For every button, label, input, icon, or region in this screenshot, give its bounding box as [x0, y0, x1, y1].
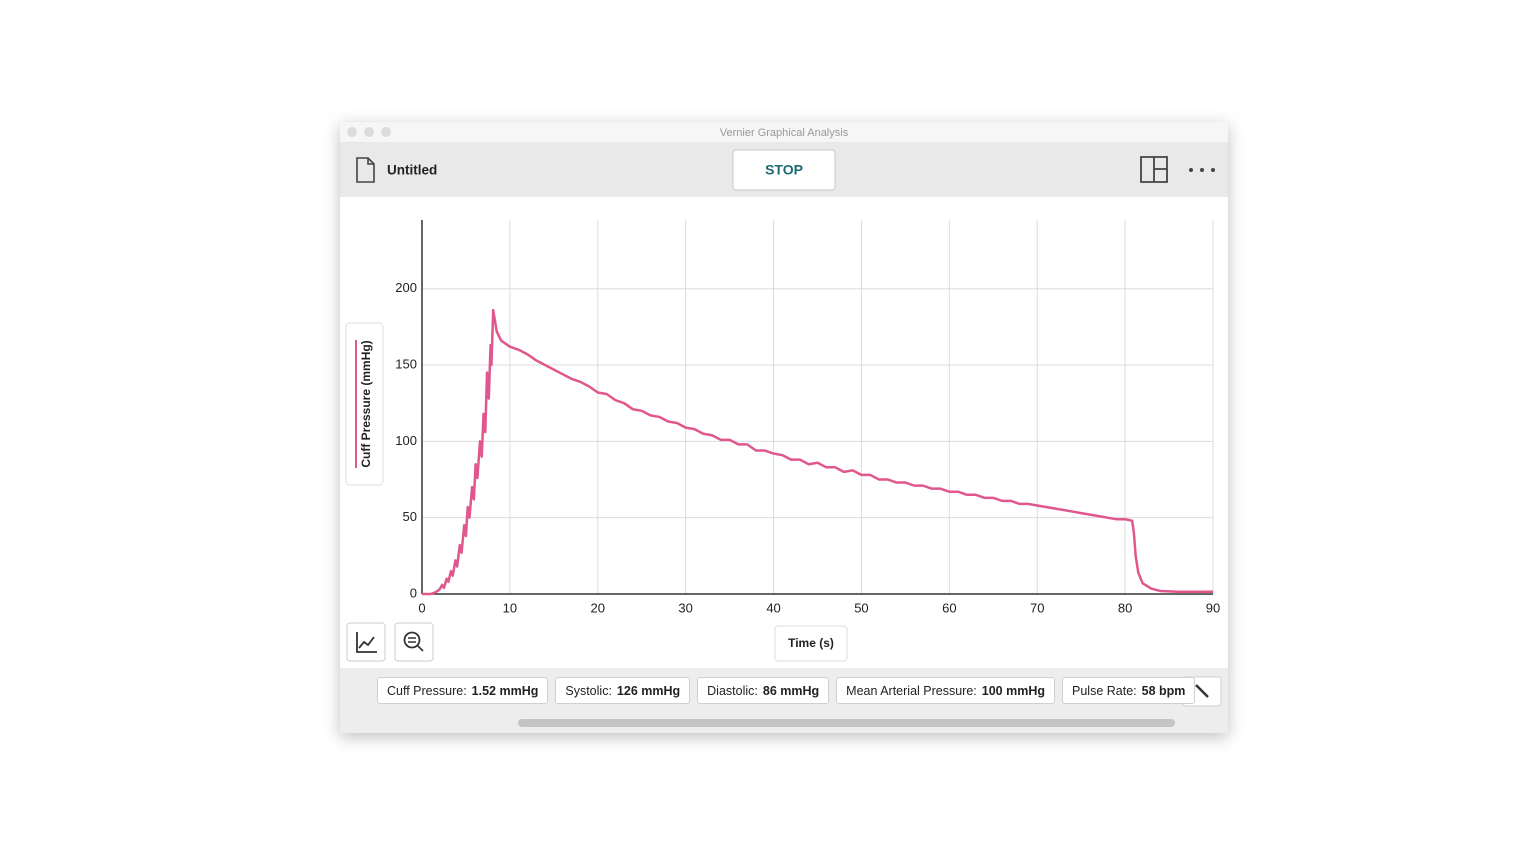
zoom-button[interactable] — [381, 127, 391, 137]
x-tick-label: 80 — [1118, 600, 1132, 615]
y-tick-label: 100 — [395, 433, 417, 448]
x-tick-label: 70 — [1030, 600, 1044, 615]
file-name[interactable]: Untitled — [387, 163, 437, 178]
window-title: Vernier Graphical Analysis — [720, 127, 849, 139]
x-label-box[interactable] — [774, 625, 848, 662]
meters: Cuff Pressure: 1.52 mmHg Systolic: 126 mmHg… — [377, 677, 1196, 704]
meter[interactable]: Diastolic: 86 mmHg — [697, 677, 830, 704]
stop-button[interactable] — [732, 149, 836, 191]
meter-value: 58 bpm — [1141, 683, 1186, 698]
file-icon — [356, 157, 375, 183]
x-tick-label: 30 — [678, 600, 692, 615]
stop-button-label[interactable]: STOP — [765, 162, 803, 178]
minimize-button[interactable] — [364, 127, 374, 137]
wrench-icon — [1195, 684, 1209, 698]
x-tick-label: 10 — [503, 600, 517, 615]
meter[interactable]: Mean Arterial Pressure: 100 mmHg — [836, 677, 1055, 704]
zoom-icon-detail — [408, 637, 424, 652]
meter-value: 86 mmHg — [762, 683, 820, 698]
y-tick-label: 200 — [395, 280, 417, 295]
meter-value: 126 mmHg — [616, 683, 681, 698]
meter-label: Systolic: — [565, 683, 612, 698]
y-axis-label: Cuff Pressure (mmHg) — [359, 340, 373, 467]
more-button[interactable] — [1189, 168, 1215, 172]
meter[interactable]: Systolic: 126 mmHg — [555, 677, 691, 704]
data-line — [422, 308, 1213, 596]
title-bar — [340, 122, 1228, 142]
x-tick-label: 60 — [942, 600, 956, 615]
meter[interactable]: Pulse Rate: 58 bpm — [1062, 677, 1196, 704]
y-tick-label: 150 — [395, 356, 417, 371]
layout-button[interactable] — [1140, 156, 1168, 183]
graph-tools-icon — [356, 632, 377, 653]
scrollbar[interactable] — [518, 719, 1175, 727]
meter-label: Mean Arterial Pressure: — [846, 683, 977, 698]
meter-label: Pulse Rate: — [1072, 683, 1137, 698]
meter-label: Cuff Pressure: — [387, 683, 467, 698]
x-tick-label: 90 — [1206, 600, 1220, 615]
x-tick-label: 20 — [591, 600, 605, 615]
y-tick-label: 50 — [403, 509, 417, 524]
close-button[interactable] — [347, 127, 357, 137]
graph-tools-button[interactable] — [346, 622, 386, 662]
x-tick-label: 40 — [766, 600, 780, 615]
y-tick-label: 0 — [410, 585, 417, 600]
x-tick-label: 50 — [854, 600, 868, 615]
zoom-icon — [403, 631, 421, 649]
meter[interactable]: Cuff Pressure: 1.52 mmHg — [377, 677, 549, 704]
meter-value: 100 mmHg — [981, 683, 1045, 698]
meter-label: Diastolic: — [707, 683, 758, 698]
x-axis-label: Time (s) — [788, 636, 834, 650]
meter-value: 1.52 mmHg — [471, 683, 539, 698]
x-tick-label: 0 — [418, 600, 425, 615]
